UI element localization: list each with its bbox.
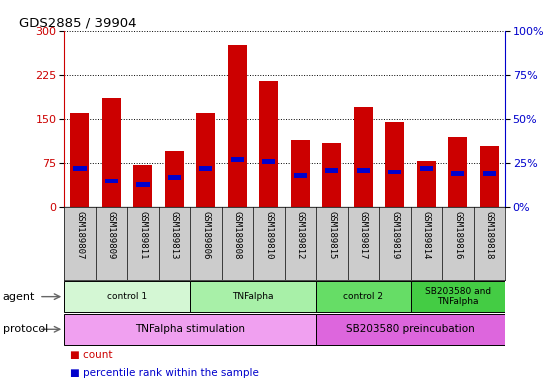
Bar (388, 170, 401, 174)
Bar (483, 171, 496, 176)
Text: SB203580 preincubation: SB203580 preincubation (346, 324, 475, 334)
Text: GSM189819: GSM189819 (390, 211, 400, 259)
Text: GDS2885 / 39904: GDS2885 / 39904 (20, 17, 137, 30)
Text: GSM189806: GSM189806 (201, 211, 210, 259)
Bar (451, 171, 464, 176)
Text: GSM189813: GSM189813 (170, 211, 179, 259)
Text: GSM189809: GSM189809 (107, 211, 116, 259)
Bar (64, 281, 190, 312)
Text: control 1: control 1 (107, 292, 147, 301)
Text: ■ count: ■ count (70, 350, 112, 360)
Text: GSM189817: GSM189817 (359, 211, 368, 259)
Text: TNFalpha: TNFalpha (232, 292, 274, 301)
Text: ■ percentile rank within the sample: ■ percentile rank within the sample (70, 368, 258, 378)
Bar (228, 45, 247, 207)
Text: TNFalpha stimulation: TNFalpha stimulation (135, 324, 245, 334)
Text: GSM189812: GSM189812 (296, 211, 305, 259)
Bar (231, 157, 244, 162)
Text: control 2: control 2 (343, 292, 383, 301)
Bar (420, 166, 433, 171)
Bar (417, 161, 436, 207)
Text: GSM189818: GSM189818 (485, 211, 494, 259)
Bar (102, 98, 121, 207)
Text: GSM189807: GSM189807 (75, 211, 84, 259)
Bar (70, 113, 89, 207)
Bar (411, 281, 505, 312)
Bar (316, 314, 505, 345)
Text: GSM189811: GSM189811 (138, 211, 147, 259)
Bar (386, 122, 404, 207)
Bar (325, 168, 338, 173)
Bar (190, 281, 316, 312)
Text: GSM189816: GSM189816 (453, 211, 462, 259)
Bar (323, 142, 341, 207)
Bar (262, 159, 276, 164)
Bar (259, 81, 278, 207)
Bar (196, 113, 215, 207)
Bar (168, 175, 181, 180)
Text: GSM189808: GSM189808 (233, 211, 242, 259)
Bar (64, 314, 316, 345)
Text: agent: agent (3, 291, 35, 302)
Text: GSM189814: GSM189814 (422, 211, 431, 259)
Text: SB203580 and
TNFalpha: SB203580 and TNFalpha (425, 287, 491, 306)
Bar (291, 140, 310, 207)
Bar (199, 166, 213, 171)
Bar (480, 146, 499, 207)
Bar (448, 137, 467, 207)
Bar (354, 107, 373, 207)
Bar (165, 151, 184, 207)
Text: GSM189810: GSM189810 (264, 211, 273, 259)
Bar (316, 281, 411, 312)
Text: GSM189815: GSM189815 (328, 211, 336, 259)
Text: protocol: protocol (3, 324, 48, 334)
Bar (73, 166, 86, 171)
Bar (105, 179, 118, 183)
Bar (357, 168, 370, 173)
Bar (133, 165, 152, 207)
Bar (136, 182, 150, 187)
Bar (294, 173, 307, 178)
